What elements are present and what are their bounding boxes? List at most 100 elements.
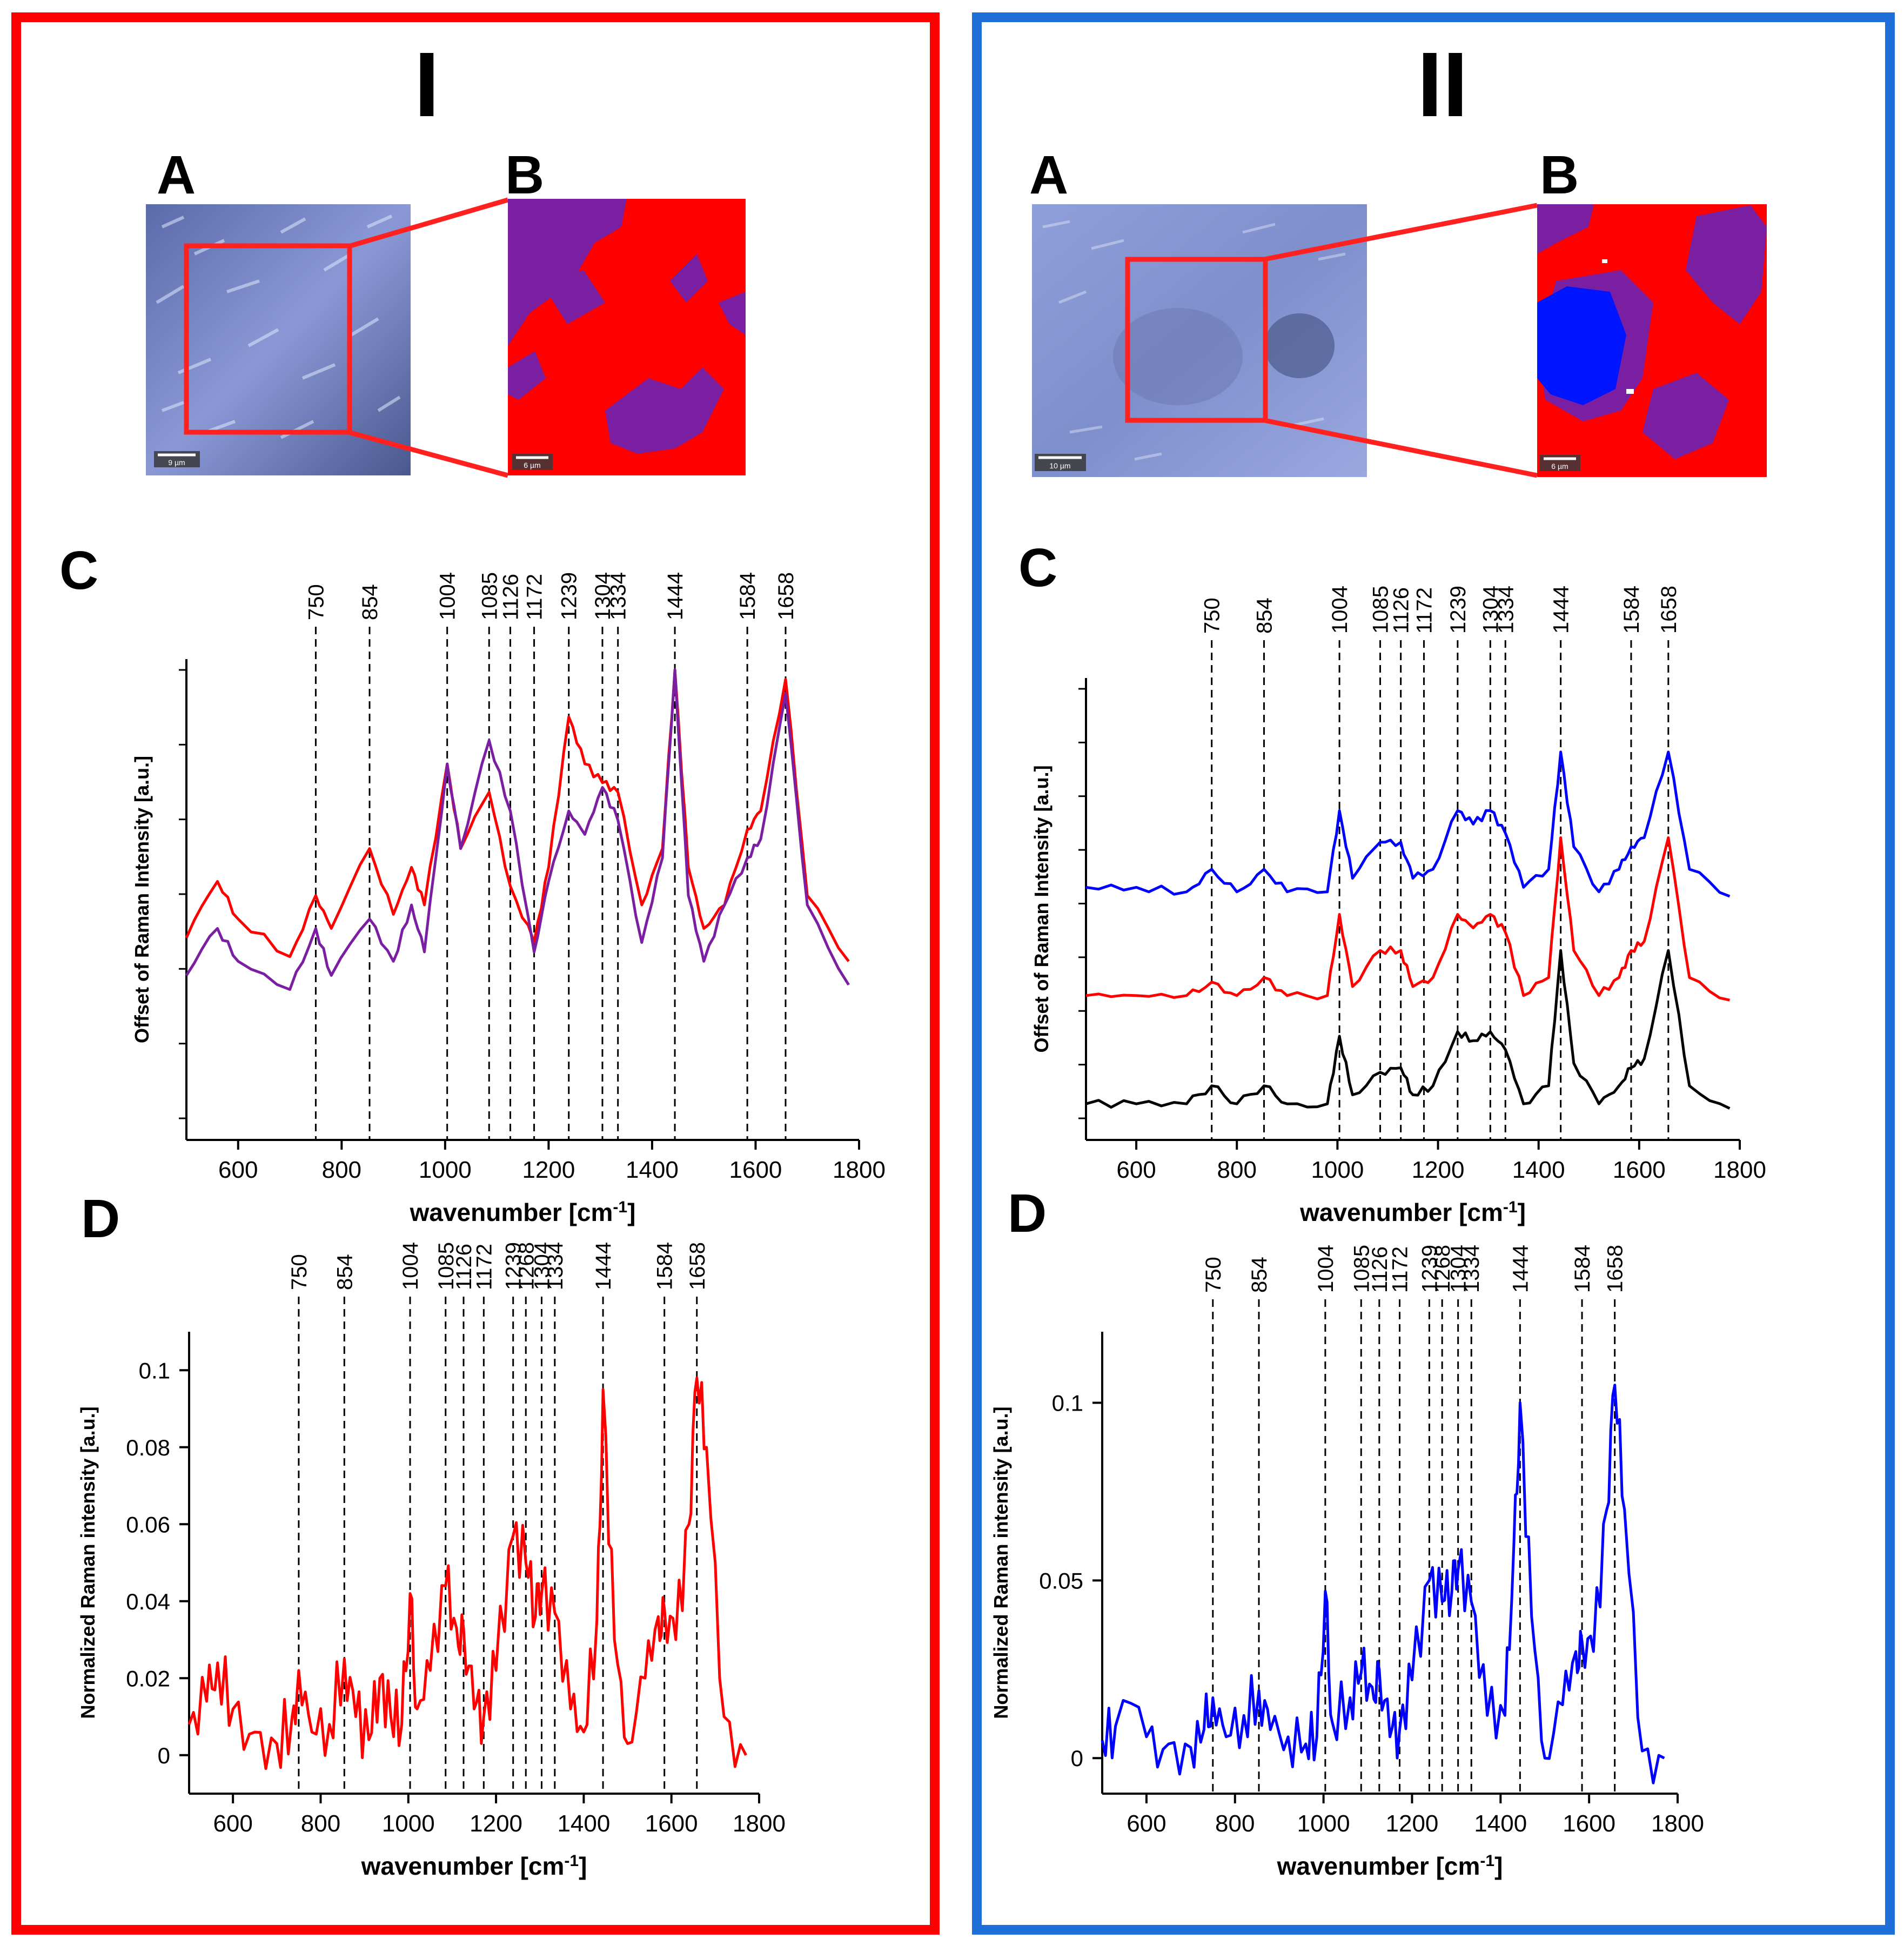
panel-ii-zoom-line-top [1264, 203, 1538, 262]
x-tick-label: 1600 [729, 1157, 782, 1183]
band-label: 1584 [1571, 1245, 1594, 1293]
band-label: 1658 [1657, 586, 1681, 634]
panel-ii-zoom-line-bottom [1264, 418, 1538, 478]
panel-i-title: I [414, 33, 439, 136]
band-label: 1126 [1368, 1246, 1392, 1293]
y-axis-label: Offset of Raman Intensity [a.u.] [1030, 765, 1052, 1052]
panel-ii-scalebar-b: 6 µm [1551, 462, 1568, 471]
x-tick-label: 1200 [1412, 1157, 1465, 1183]
panel-ii-roi-box [1125, 257, 1268, 423]
panel-i-frame [11, 12, 940, 1935]
x-tick-label: 800 [1215, 1810, 1255, 1837]
y-tick-label: 0 [1071, 1746, 1083, 1771]
band-label: 1268 [514, 1242, 538, 1290]
band-label: 1304 [1479, 586, 1503, 634]
axes: 600 800 1000 1200 1400 1600 1800 [1078, 678, 1766, 1183]
band-label: 1004 [1314, 1245, 1338, 1293]
x-tick-label: 1400 [557, 1810, 610, 1837]
axes: 600 800 1000 1200 1400 1600 1800 0 0.05 0.1 [1039, 1332, 1704, 1837]
band-label: 1584 [1620, 586, 1644, 634]
band-label: 1239 [502, 1242, 526, 1290]
panel-i-label-c: C [59, 540, 98, 601]
band-label: 750 [304, 584, 328, 620]
panel-i-zoom-line-bottom [347, 430, 509, 478]
x-axis-label: wavenumber [cm-1] [410, 1198, 636, 1227]
band-label: 1004 [1328, 586, 1352, 634]
x-axis-label: wavenumber [cm-1] [1299, 1198, 1526, 1227]
band-label: 1004 [436, 572, 460, 620]
x-tick-label: 600 [218, 1157, 258, 1183]
x-tick-label: 1800 [733, 1810, 786, 1837]
series-line-1 [185, 668, 850, 991]
x-tick-label: 1000 [1297, 1810, 1350, 1837]
y-tick-label: 0.1 [1052, 1391, 1083, 1416]
band-label: 750 [1202, 1257, 1225, 1293]
band-label: 1172 [523, 574, 547, 620]
x-tick-label: 1200 [522, 1157, 575, 1183]
band-label: 1334 [1494, 586, 1518, 634]
panel-i-roi-box [184, 243, 352, 435]
band-label: 1085 [434, 1242, 458, 1290]
panel-ii-cluster-map: 6 µm [1537, 204, 1767, 477]
band-label: 1126 [1390, 587, 1413, 634]
y-axis-label: Normalized Raman intensity [a.u.] [77, 1406, 99, 1719]
band-label: 1334 [1460, 1245, 1484, 1293]
x-axis-label: wavenumber [cm-1] [1277, 1852, 1503, 1881]
y-tick-label: 0.06 [126, 1512, 170, 1537]
y-tick-label: 0.05 [1039, 1568, 1083, 1593]
band-label: 1239 [558, 572, 581, 620]
x-tick-label: 1800 [1713, 1157, 1766, 1183]
x-tick-label: 1400 [1512, 1157, 1565, 1183]
panel-i-zoom-line-top [347, 197, 509, 249]
band-label: 1334 [607, 572, 631, 620]
y-axis-label: Normalized Raman intensity [a.u.] [990, 1406, 1012, 1719]
panel-i-label-d: D [81, 1189, 120, 1249]
band-label: 1172 [1412, 587, 1436, 634]
x-tick-label: 800 [301, 1810, 340, 1837]
panel-ii-micrograph: 10 µm [1032, 204, 1367, 477]
band-label: 1126 [499, 574, 523, 620]
band-label: 750 [1201, 598, 1224, 634]
panel-i-micrograph: 9 µm [146, 204, 411, 475]
panel-ii-title: II [1417, 33, 1468, 136]
band-label: 1085 [1350, 1245, 1373, 1293]
band-label: 1658 [774, 572, 798, 620]
band-label: 1304 [591, 572, 615, 620]
x-tick-label: 1000 [1311, 1157, 1364, 1183]
band-label: 1239 [1446, 586, 1470, 634]
band-label: 854 [358, 584, 382, 620]
panel-i-cluster-map: 6 µm [508, 199, 746, 475]
band-label: 854 [1248, 1257, 1271, 1293]
panel-ii-label-d: D [1008, 1183, 1047, 1244]
y-tick-label: 0.1 [139, 1358, 170, 1383]
panel-i-label-b: B [505, 145, 544, 205]
x-tick-label: 1200 [1386, 1810, 1439, 1837]
band-label: 1658 [1604, 1245, 1627, 1293]
axes: 600 800 1000 1200 1400 1600 1800 [179, 659, 886, 1183]
x-tick-label: 1600 [1563, 1810, 1615, 1837]
x-tick-label: 1800 [833, 1157, 886, 1183]
x-tick-label: 800 [322, 1157, 361, 1183]
panel-ii-label-a: A [1029, 145, 1068, 205]
y-axis-label: Offset of Raman Intensity [a.u.] [131, 756, 153, 1043]
x-axis-label: wavenumber [cm-1] [361, 1852, 587, 1881]
chart-panel-ii-c: 600 800 1000 1200 1400 1600 1800 wavenumber [cm… [1030, 586, 1766, 1226]
series-line-2 [1085, 949, 1731, 1110]
band-label: 1239 [1418, 1245, 1442, 1293]
panel-i-label-a: A [157, 145, 196, 205]
band-label: 1304 [1447, 1245, 1471, 1293]
series-line-0 [1101, 1384, 1665, 1784]
series-line-0 [185, 668, 850, 962]
y-tick-label: 0.08 [126, 1435, 170, 1460]
band-label: 1444 [592, 1242, 615, 1290]
x-tick-label: 1400 [626, 1157, 679, 1183]
band-label: 1444 [1509, 1245, 1532, 1293]
band-label: 1334 [544, 1242, 567, 1290]
x-tick-label: 600 [213, 1810, 252, 1837]
band-label: 1304 [530, 1242, 554, 1290]
band-label: 1268 [1431, 1245, 1454, 1293]
chart-panel-i-c: 600 800 1000 1200 1400 1600 1800 wavenumber [cm… [131, 572, 886, 1226]
band-label: 1085 [1369, 586, 1393, 634]
y-tick-label: 0 [158, 1743, 170, 1768]
